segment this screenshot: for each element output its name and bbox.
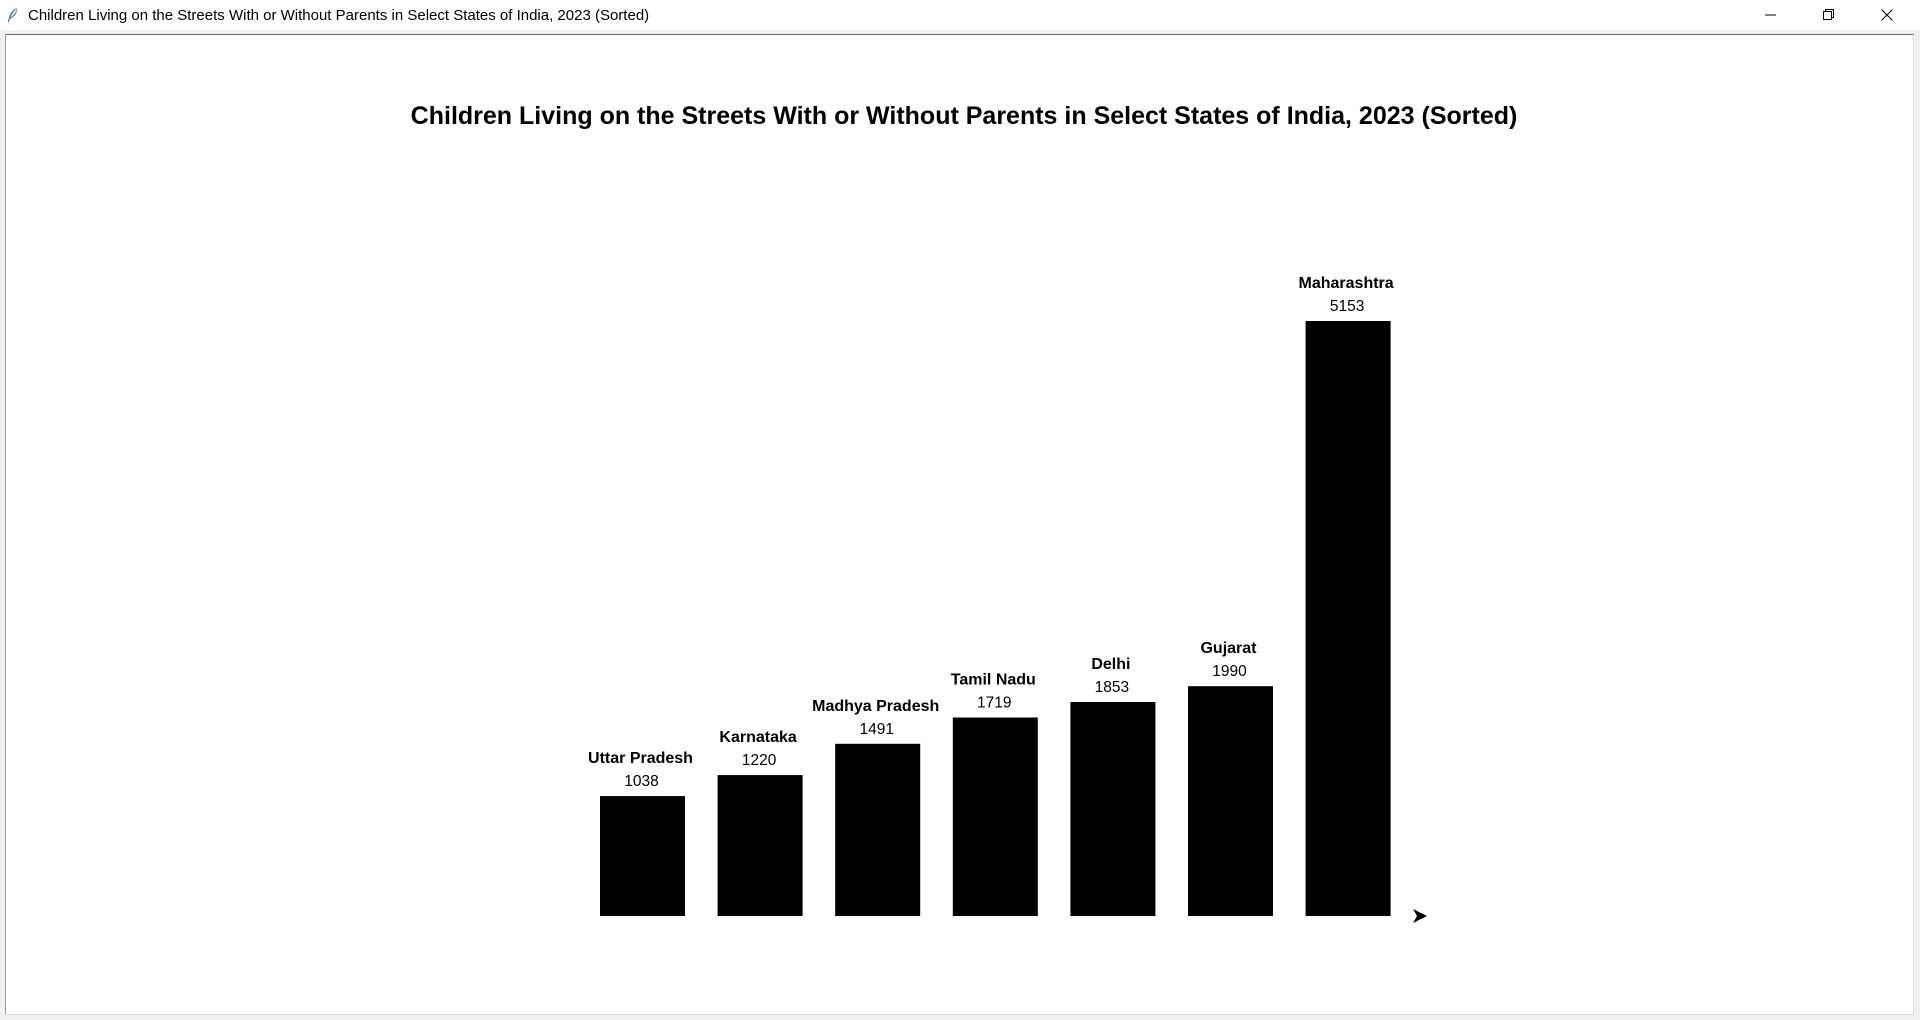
feather-icon: [5, 7, 21, 23]
bar-category-label: Gujarat: [1200, 640, 1257, 657]
bar-value-label: 1719: [977, 695, 1011, 712]
bar-value-label: 1220: [742, 752, 777, 769]
bar-maharashtra: [1305, 321, 1391, 916]
bar-uttar-pradesh: [600, 796, 685, 916]
minimize-icon: [1765, 14, 1776, 16]
restore-button[interactable]: [1800, 0, 1858, 30]
bar-value-label: 1038: [624, 773, 658, 790]
bar-category-label: Maharashtra: [1299, 275, 1394, 292]
bars-group: [600, 321, 1391, 916]
chart-title: Children Living on the Streets With or W…: [411, 102, 1518, 130]
bar-delhi: [1070, 702, 1156, 916]
window-titlebar: Children Living on the Streets With or W…: [0, 0, 1920, 30]
bar-karnataka: [717, 775, 803, 916]
close-button[interactable]: [1858, 0, 1916, 30]
bar-value-label: 1491: [859, 721, 893, 738]
bar-chart: Children Living on the Streets With or W…: [411, 102, 1518, 923]
restore-icon: [1823, 9, 1834, 20]
minimize-button[interactable]: [1742, 0, 1800, 30]
bar-category-label: Delhi: [1091, 656, 1130, 673]
chart-canvas: Children Living on the Streets With or W…: [5, 34, 1914, 1015]
bar-tamil-nadu: [952, 717, 1038, 916]
bar-category-label: Karnataka: [719, 729, 796, 746]
bar-category-label: Uttar Pradesh: [588, 750, 693, 767]
bar-value-label: 5153: [1330, 298, 1364, 315]
bar-gujarat: [1188, 686, 1273, 916]
close-icon: [1881, 9, 1893, 21]
bar-value-label: 1990: [1212, 663, 1247, 680]
bar-madhya-pradesh: [835, 743, 921, 916]
labels-group: 1038 Uttar Pradesh 1220 Karnataka 1491 Madhya…: [588, 275, 1394, 790]
bar-category-label: Tamil Nadu: [951, 672, 1036, 689]
arrow-right-icon: [1413, 909, 1427, 923]
window-title: Children Living on the Streets With or W…: [28, 6, 650, 24]
bar-category-label: Madhya Pradesh: [812, 698, 939, 715]
bar-value-label: 1853: [1095, 679, 1129, 696]
